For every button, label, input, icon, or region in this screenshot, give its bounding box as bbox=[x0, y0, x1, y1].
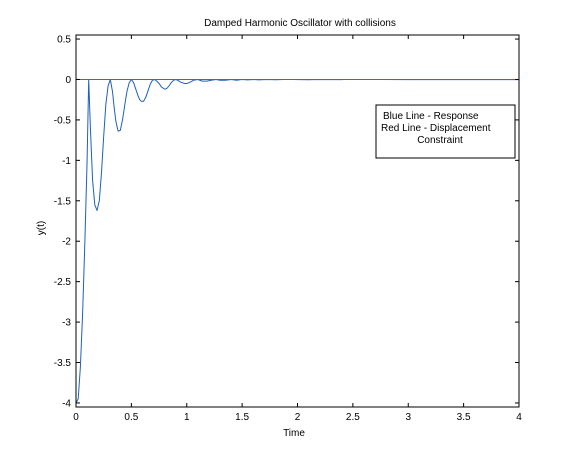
y-tick-label: -4 bbox=[62, 398, 71, 409]
legend-box: Blue Line - Response Red Line - Displace… bbox=[375, 104, 516, 159]
y-tick-label: -0.5 bbox=[54, 115, 72, 126]
axes-frame bbox=[75, 34, 520, 408]
y-tick-label: -3 bbox=[62, 318, 71, 329]
y-tick-label: -3.5 bbox=[54, 358, 72, 369]
x-tick-label: 3.5 bbox=[457, 412, 471, 423]
x-tick-label: 1 bbox=[184, 412, 190, 423]
x-tick-label: 4 bbox=[516, 412, 522, 423]
x-tick-label: 3 bbox=[405, 412, 411, 423]
y-tick-label: -1 bbox=[62, 156, 71, 167]
x-tick-label: 2 bbox=[295, 412, 301, 423]
axis-ticks: 0 0.5 1 1.5 2 2.5 3 3.5 4 0.5 0 -0.5 -1 -1.5 -2 -2.5 -3 -… bbox=[54, 35, 522, 423]
x-tick-label: 1.5 bbox=[235, 412, 249, 423]
y-tick-label: -1.5 bbox=[54, 196, 72, 207]
legend-line-2: Red Line - Displacement bbox=[381, 123, 491, 134]
x-tick-label: 2.5 bbox=[346, 412, 360, 423]
legend-line-1: Blue Line - Response bbox=[383, 111, 479, 122]
x-axis-label: Time bbox=[283, 428, 305, 439]
x-tick-label: 0 bbox=[73, 412, 79, 423]
plot-area bbox=[75, 79, 519, 404]
chart-title: Damped Harmonic Oscillator with collisio… bbox=[204, 18, 396, 29]
legend-line-3: Constraint bbox=[417, 135, 463, 146]
y-tick-label: 0 bbox=[65, 75, 71, 86]
y-tick-label: -2 bbox=[62, 237, 71, 248]
legend-frame bbox=[375, 104, 516, 159]
y-axis-label: y(t) bbox=[36, 221, 47, 235]
y-tick-label: -2.5 bbox=[54, 277, 72, 288]
y-tick-label: 0.5 bbox=[57, 35, 71, 46]
x-tick-label: 0.5 bbox=[124, 412, 138, 423]
